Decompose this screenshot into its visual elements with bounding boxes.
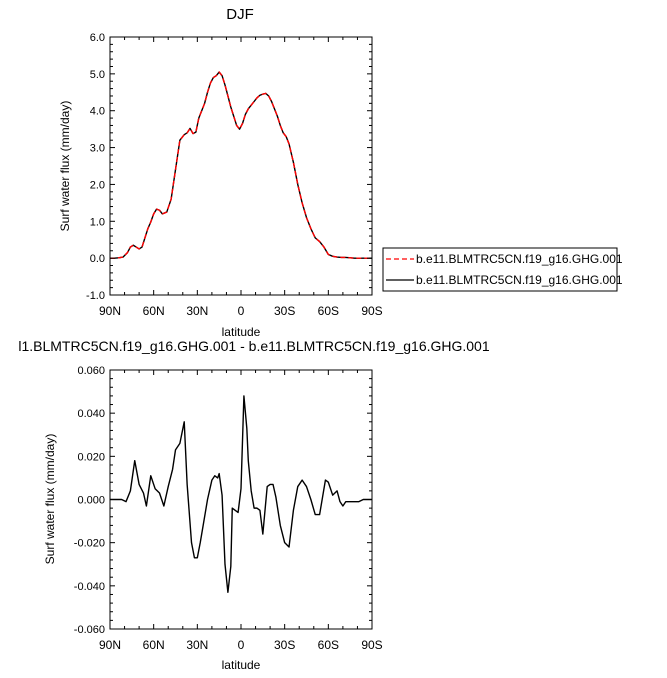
top-chart-y-tick-label: 5.0 [90,69,105,81]
bottom-chart-x-tick-label: 0 [238,638,245,652]
bottom-chart-x-tick-label: 60N [143,638,165,652]
top-chart-x-tick-label: 30S [274,304,295,318]
legend-label-2: b.e11.BLMTRC5CN.f19_g16.GHG.001 [416,273,623,287]
top-chart-y-tick-label: 3.0 [90,143,105,155]
top-chart-y-axis-label: Surf water flux (mm/day) [58,101,72,232]
bottom-chart-y-tick-label: 0.020 [77,451,105,463]
bottom-chart-y-tick-label: 0.000 [77,495,105,507]
top-chart-x-tick-label: 0 [238,304,245,318]
bottom-chart-plot-frame [109,369,373,630]
bottom-chart-x-tick-label: 90S [361,638,382,652]
bottom-chart-title: l1.BLMTRC5CN.f19_g16.GHG.001 - b.e11.BLM… [18,338,490,354]
top-chart-x-tick-label: 60S [318,304,339,318]
bottom-chart: l1.BLMTRC5CN.f19_g16.GHG.001 - b.e11.BLM… [18,338,490,672]
top-chart-x-tick-label: 30N [186,304,208,318]
bottom-chart-x-tick-label: 60S [318,638,339,652]
bottom-chart-y-tick-label: -0.060 [74,624,105,636]
bottom-chart-x-tick-label: 30N [186,638,208,652]
bottom-chart-x-axis-label: latitude [222,658,261,672]
top-chart-y-tick-label: 0.0 [90,253,105,265]
top-chart-x-tick-label: 90S [361,304,382,318]
top-chart-y-tick-label: 2.0 [90,179,105,191]
top-chart-series-layer [110,71,372,259]
top-chart-x-tick-label: 90N [99,304,121,318]
top-chart-y-tick-label: 6.0 [90,32,105,44]
top-chart-title: DJF [226,6,254,23]
bottom-chart-y-axis-label: Surf water flux (mm/day) [43,434,57,565]
top-chart-x-tick-label: 60N [143,304,165,318]
top-chart-x-axis-label: latitude [222,325,261,339]
top-chart-y-tick-label: 4.0 [90,106,105,118]
top-chart-x-ticks: 90N 60N 30N 0 30S 60S 90S [99,37,383,318]
bottom-chart-series-line-1 [110,395,372,594]
top-chart-y-tick-label: -1.0 [86,290,105,302]
bottom-chart-x-tick-label: 30S [274,638,295,652]
bottom-chart-x-tick-label: 90N [99,638,121,652]
bottom-chart-y-tick-label: -0.020 [74,538,105,550]
top-chart-y-tick-label: 1.0 [90,216,105,228]
top-chart: DJF 90N 60N 30N 0 30S 60S 90S -1.0 0.0 1.0 2.0 3.0… [58,6,383,339]
top-chart-plot-frame [109,36,373,296]
top-chart-series-line-1 [110,71,372,259]
bottom-chart-y-tick-label: 0.040 [77,408,105,420]
legend-label-1: b.e11.BLMTRC5CN.f19_g16.GHG.001 [416,252,623,266]
bottom-chart-series-layer [110,395,372,594]
bottom-chart-y-tick-label: 0.060 [77,365,105,377]
legend-box [382,247,618,292]
bottom-chart-y-tick-label: -0.040 [74,581,105,593]
bottom-chart-x-ticks: 90N 60N 30N 0 30S 60S 90S [99,370,383,652]
legend: b.e11.BLMTRC5CN.f19_g16.GHG.001 b.e11.BL… [382,247,623,292]
